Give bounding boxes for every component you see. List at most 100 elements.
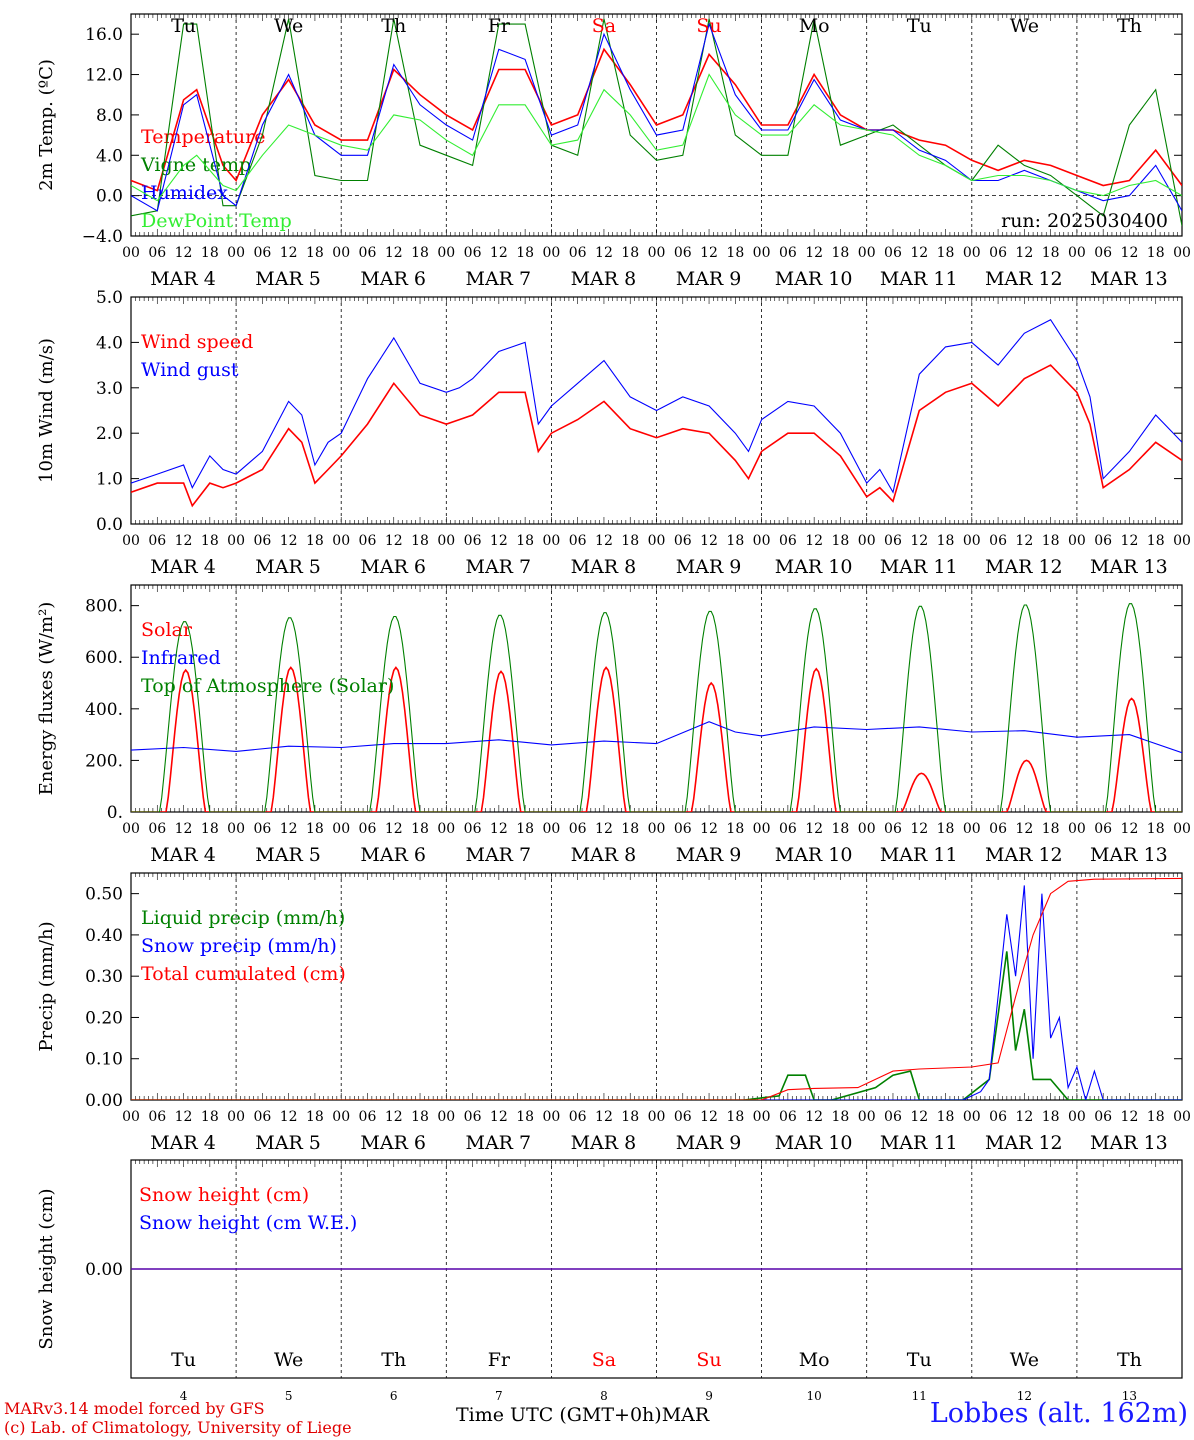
ylabel: 2m Temp. (ºC) bbox=[36, 59, 57, 191]
legend-item: Wind speed bbox=[141, 331, 253, 353]
lab-credit: (c) Lab. of Climatology, University of L… bbox=[4, 1418, 352, 1437]
hour-label: 00 bbox=[122, 533, 140, 549]
hour-label: 12 bbox=[280, 1109, 298, 1125]
day-name: Su bbox=[696, 1349, 721, 1371]
hour-label: 18 bbox=[201, 245, 219, 261]
date-label: MAR 6 bbox=[360, 556, 426, 578]
day-name: Th bbox=[1117, 1349, 1142, 1371]
day-name: We bbox=[1010, 1349, 1039, 1371]
hour-label: 06 bbox=[148, 245, 166, 261]
hour-label: 12 bbox=[175, 1109, 193, 1125]
hour-label: 06 bbox=[1094, 245, 1112, 261]
hour-label: 00 bbox=[332, 1109, 350, 1125]
ytick-label: 0.0 bbox=[96, 187, 123, 207]
hour-label: 12 bbox=[175, 821, 193, 837]
hour-label: 12 bbox=[1015, 533, 1033, 549]
day-name: Th bbox=[381, 1349, 406, 1371]
hour-label: 06 bbox=[253, 1109, 271, 1125]
hour-label: 06 bbox=[884, 533, 902, 549]
hour-label: 00 bbox=[227, 821, 245, 837]
hour-label: 00 bbox=[858, 533, 876, 549]
hour-label: 12 bbox=[595, 245, 613, 261]
hour-label: 12 bbox=[700, 821, 718, 837]
day-name: Sa bbox=[592, 15, 616, 37]
hour-label: 12 bbox=[910, 533, 928, 549]
ytick-label: 4.0 bbox=[96, 146, 123, 166]
station-label: Lobbes (alt. 162m) bbox=[929, 1398, 1188, 1429]
hour-label: 12 bbox=[385, 533, 403, 549]
day-number: 6 bbox=[390, 1389, 398, 1400]
hour-label: 06 bbox=[989, 245, 1007, 261]
hour-label: 06 bbox=[148, 821, 166, 837]
date-label: MAR 5 bbox=[255, 268, 321, 290]
hour-label: 12 bbox=[805, 1109, 823, 1125]
date-label: MAR 8 bbox=[571, 268, 637, 290]
hour-label: 18 bbox=[1147, 821, 1165, 837]
hour-label: 00 bbox=[437, 245, 455, 261]
hour-label: 12 bbox=[490, 245, 508, 261]
hour-label: 12 bbox=[910, 1109, 928, 1125]
hour-label: 12 bbox=[805, 245, 823, 261]
hour-label: 18 bbox=[411, 533, 429, 549]
date-label: MAR 13 bbox=[1090, 844, 1168, 866]
day-number: 12 bbox=[1017, 1389, 1032, 1400]
hour-label: 00 bbox=[542, 1109, 560, 1125]
series-line-total-cumulated-cm- bbox=[131, 877, 1182, 1100]
hour-label: 12 bbox=[700, 245, 718, 261]
hour-label: 00 bbox=[648, 821, 666, 837]
hour-label: 12 bbox=[700, 1109, 718, 1125]
hour-label: 00 bbox=[122, 245, 140, 261]
hour-label: 18 bbox=[937, 821, 955, 837]
hour-label: 06 bbox=[359, 821, 377, 837]
date-label: MAR 9 bbox=[676, 844, 742, 866]
hour-label: 06 bbox=[569, 1109, 587, 1125]
series-line-snow-precip-mm-h- bbox=[131, 885, 1182, 1100]
time-axis-text: Time UTC (GMT+0h) bbox=[456, 1404, 662, 1426]
hour-label: 06 bbox=[569, 533, 587, 549]
hour-label: 18 bbox=[1042, 533, 1060, 549]
hour-label: 18 bbox=[832, 245, 850, 261]
hour-label: 06 bbox=[884, 821, 902, 837]
ytick-label: 0.20 bbox=[85, 1008, 123, 1028]
hour-label: 12 bbox=[805, 533, 823, 549]
ytick-label: 800. bbox=[85, 597, 123, 617]
ytick-label: −4.0 bbox=[82, 227, 123, 247]
series-line-solar bbox=[131, 666, 1182, 812]
day-name: Th bbox=[381, 15, 406, 37]
day-number: 9 bbox=[705, 1389, 713, 1400]
date-label: MAR 10 bbox=[775, 1132, 853, 1154]
ytick-label: 2.0 bbox=[96, 424, 123, 444]
day-name: Tu bbox=[171, 1349, 196, 1371]
series-line-wind-gust bbox=[131, 318, 1182, 494]
hour-label: 18 bbox=[306, 533, 324, 549]
hour-label: 18 bbox=[1147, 533, 1165, 549]
hour-label: 12 bbox=[595, 533, 613, 549]
hour-label: 00 bbox=[963, 533, 981, 549]
date-label: MAR 4 bbox=[150, 844, 216, 866]
hour-label: 18 bbox=[1147, 1109, 1165, 1125]
hour-label: 12 bbox=[490, 533, 508, 549]
hour-label: 06 bbox=[253, 245, 271, 261]
date-label: MAR 11 bbox=[880, 844, 958, 866]
hour-label: 06 bbox=[464, 821, 482, 837]
hour-label: 06 bbox=[359, 245, 377, 261]
ytick-label: 8.0 bbox=[96, 106, 123, 126]
hour-label: 00 bbox=[963, 1109, 981, 1125]
hour-label: 06 bbox=[779, 1109, 797, 1125]
hour-label: 00 bbox=[1068, 1109, 1086, 1125]
hour-label: 18 bbox=[937, 1109, 955, 1125]
ytick-label: 0.50 bbox=[85, 885, 123, 905]
date-label: MAR 5 bbox=[255, 1132, 321, 1154]
hour-label: 00 bbox=[1173, 1109, 1191, 1125]
ytick-label: 400. bbox=[85, 700, 123, 720]
meteogram-chart: −4.0 0.0 4.0 8.0 12.0 16.0 2m Temp. (ºC) Temper… bbox=[36, 13, 1191, 1400]
legend-item: Solar bbox=[141, 619, 193, 641]
date-label: MAR 8 bbox=[571, 1132, 637, 1154]
hour-label: 00 bbox=[227, 1109, 245, 1125]
hour-label: 06 bbox=[779, 821, 797, 837]
ytick-label: 3.0 bbox=[96, 379, 123, 399]
date-label: MAR 7 bbox=[465, 1132, 531, 1154]
date-label: MAR 13 bbox=[1090, 556, 1168, 578]
hour-label: 18 bbox=[726, 533, 744, 549]
day-name: We bbox=[274, 1349, 303, 1371]
